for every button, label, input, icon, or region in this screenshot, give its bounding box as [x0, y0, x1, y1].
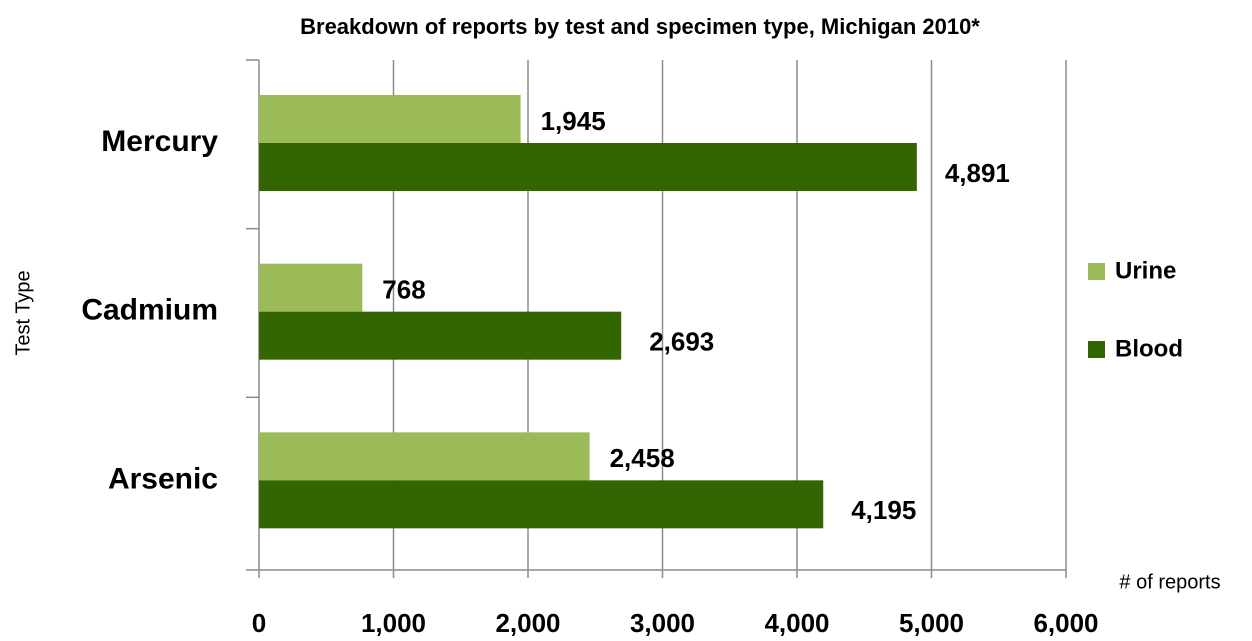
- data-label: 1,945: [541, 106, 606, 136]
- x-axis-label: # of reports: [1119, 571, 1220, 593]
- data-label: 4,195: [851, 495, 916, 525]
- bar: [259, 263, 363, 312]
- legend-swatch: [1088, 263, 1105, 280]
- y-tick-label: Arsenic: [108, 462, 218, 495]
- bar: [259, 311, 622, 360]
- data-label: 2,458: [610, 443, 675, 473]
- chart-title: Breakdown of reports by test and specime…: [300, 14, 980, 39]
- data-label: 4,891: [945, 158, 1010, 188]
- data-label: 768: [382, 275, 425, 305]
- legend-label: Blood: [1115, 335, 1183, 362]
- data-label: 2,693: [649, 327, 714, 357]
- legend-swatch: [1088, 341, 1105, 358]
- bar: [259, 95, 521, 143]
- y-tick-label: Cadmium: [81, 294, 218, 327]
- x-tick-label: 6,000: [1033, 608, 1098, 638]
- y-tick-label: Mercury: [101, 125, 218, 158]
- bar: [259, 432, 590, 481]
- x-tick-label: 0: [252, 608, 266, 638]
- x-tick-label: 5,000: [899, 608, 964, 638]
- y-axis-label: Test Type: [12, 270, 34, 355]
- legend-label: Urine: [1115, 257, 1176, 284]
- x-tick-label: 2,000: [495, 608, 560, 638]
- bar: [259, 480, 824, 529]
- x-tick-label: 1,000: [361, 608, 426, 638]
- x-tick-label: 4,000: [764, 608, 829, 638]
- bar: [259, 143, 917, 191]
- x-tick-label: 3,000: [630, 608, 695, 638]
